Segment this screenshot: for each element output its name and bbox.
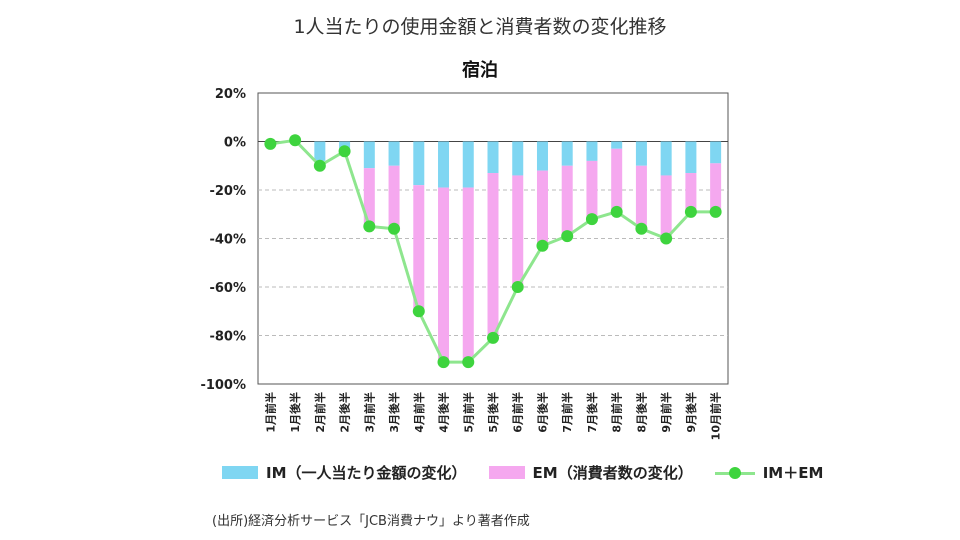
bar-im bbox=[536, 141, 548, 171]
bar-im bbox=[710, 141, 722, 164]
x-tick-label: 1月前半 bbox=[263, 392, 277, 433]
x-tick-label: 7月後半 bbox=[585, 392, 599, 433]
x-tick-label: 5月前半 bbox=[461, 392, 475, 433]
source-note: (出所)経済分析サービス「JCB消費ナウ」より著者作成 bbox=[212, 514, 530, 529]
x-tick-label: 3月前半 bbox=[362, 392, 376, 433]
bar-em bbox=[586, 160, 598, 217]
bar-em bbox=[388, 165, 400, 229]
legend-label-sum: IM＋EM bbox=[762, 464, 824, 482]
y-tick-label: -80% bbox=[209, 330, 246, 345]
x-tick-label: 8月後半 bbox=[634, 392, 648, 433]
x-tick-label: 2月前半 bbox=[313, 392, 327, 433]
x-tick-label: 6月後半 bbox=[535, 392, 549, 433]
point-sum bbox=[585, 213, 598, 226]
bar-im bbox=[363, 141, 375, 169]
x-tick-label: 4月後半 bbox=[437, 392, 451, 433]
point-sum bbox=[635, 222, 648, 235]
point-sum bbox=[610, 205, 623, 218]
x-tick-label: 6月前半 bbox=[511, 392, 525, 433]
x-tick-label: 9月前半 bbox=[659, 392, 673, 433]
bar-im bbox=[388, 141, 400, 166]
point-sum bbox=[709, 205, 722, 218]
bar-em bbox=[710, 163, 722, 210]
bar-im bbox=[685, 141, 697, 174]
x-tick-label: 5月後半 bbox=[486, 392, 500, 433]
chart-title: 1人当たりの使用金額と消費者数の変化推移 bbox=[293, 16, 667, 38]
legend: IM（一人当たり金額の変化） EM（消費者数の変化） IM＋EM bbox=[222, 462, 845, 483]
bar-im bbox=[586, 141, 598, 161]
bar-em bbox=[611, 148, 623, 210]
bar-im bbox=[660, 141, 672, 176]
legend-label-im: IM（一人当たり金額の変化） bbox=[266, 464, 467, 482]
bar-em bbox=[660, 175, 672, 239]
point-sum bbox=[289, 134, 302, 147]
point-sum bbox=[388, 222, 401, 235]
point-sum bbox=[363, 220, 376, 233]
y-tick-label: -60% bbox=[209, 281, 246, 296]
x-tick-label: 9月後半 bbox=[684, 392, 698, 433]
bar-im bbox=[561, 141, 573, 166]
point-sum bbox=[660, 232, 673, 245]
point-sum bbox=[487, 331, 499, 344]
legend-swatch-im bbox=[222, 466, 258, 479]
x-tick-label: 1月後半 bbox=[288, 392, 302, 433]
bar-em bbox=[462, 187, 474, 363]
bar-im bbox=[512, 141, 524, 176]
bar-im bbox=[339, 141, 351, 149]
legend-item-em: EM（消費者数の変化） bbox=[488, 462, 693, 483]
point-sum bbox=[462, 356, 475, 369]
point-sum bbox=[412, 305, 425, 318]
x-tick-label: 3月後半 bbox=[387, 392, 401, 433]
bar-im bbox=[438, 141, 450, 188]
x-tick-label: 10月前半 bbox=[709, 392, 723, 440]
bar-em bbox=[487, 173, 499, 336]
bar-im bbox=[487, 141, 499, 174]
legend-item-im: IM（一人当たり金額の変化） bbox=[222, 462, 467, 483]
bar-em bbox=[413, 185, 425, 309]
legend-label-em: EM（消費者数の変化） bbox=[532, 464, 693, 482]
bar-em bbox=[363, 168, 375, 224]
bar-im bbox=[611, 141, 623, 149]
bar-em bbox=[635, 165, 647, 229]
point-sum bbox=[264, 137, 277, 150]
bar-em bbox=[685, 173, 697, 212]
point-sum bbox=[536, 239, 549, 252]
y-tick-label: -20% bbox=[209, 184, 246, 199]
legend-swatch-em bbox=[488, 466, 525, 479]
point-sum bbox=[313, 159, 326, 172]
y-tick-label: 0% bbox=[224, 136, 246, 151]
point-sum bbox=[561, 230, 574, 243]
bar-im bbox=[635, 141, 647, 166]
bar-em bbox=[561, 165, 573, 237]
bar-em bbox=[512, 175, 524, 285]
bar-im bbox=[413, 141, 425, 186]
point-sum bbox=[437, 356, 450, 369]
y-tick-label: -100% bbox=[200, 378, 246, 393]
x-tick-label: 4月前半 bbox=[412, 392, 426, 433]
bar-im bbox=[462, 141, 474, 188]
bar-im bbox=[314, 141, 326, 161]
x-tick-label: 8月前半 bbox=[610, 392, 624, 433]
x-tick-label: 2月後半 bbox=[338, 392, 352, 433]
bar-em bbox=[438, 187, 450, 363]
y-tick-label: -40% bbox=[209, 233, 246, 248]
y-tick-label: 20% bbox=[215, 87, 246, 102]
point-sum bbox=[338, 145, 351, 158]
legend-line-sum bbox=[714, 466, 755, 480]
bar-em bbox=[536, 170, 548, 244]
point-sum bbox=[684, 205, 697, 218]
x-tick-label: 7月前半 bbox=[560, 392, 574, 433]
point-sum bbox=[511, 281, 524, 293]
chart-subtitle: 宿泊 bbox=[462, 60, 498, 81]
legend-item-sum: IM＋EM bbox=[714, 462, 824, 483]
